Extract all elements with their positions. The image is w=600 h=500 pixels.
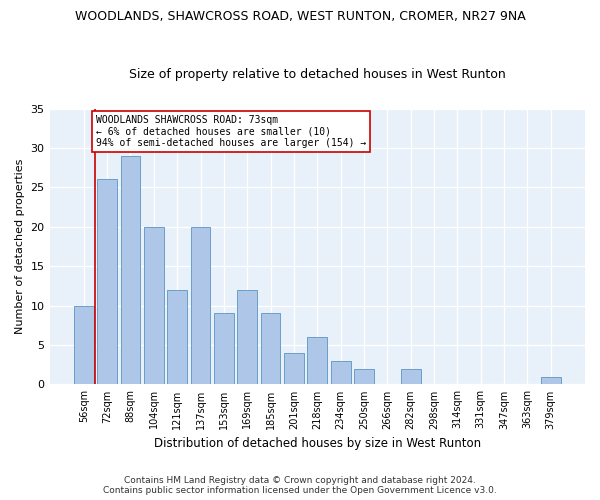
- Bar: [214, 314, 234, 384]
- Bar: [331, 361, 350, 384]
- Bar: [284, 353, 304, 384]
- X-axis label: Distribution of detached houses by size in West Runton: Distribution of detached houses by size …: [154, 437, 481, 450]
- Bar: [401, 368, 421, 384]
- Bar: [238, 290, 257, 384]
- Text: WOODLANDS SHAWCROSS ROAD: 73sqm
← 6% of detached houses are smaller (10)
94% of : WOODLANDS SHAWCROSS ROAD: 73sqm ← 6% of …: [96, 115, 367, 148]
- Bar: [74, 306, 94, 384]
- Bar: [121, 156, 140, 384]
- Text: Contains HM Land Registry data © Crown copyright and database right 2024.
Contai: Contains HM Land Registry data © Crown c…: [103, 476, 497, 495]
- Text: WOODLANDS, SHAWCROSS ROAD, WEST RUNTON, CROMER, NR27 9NA: WOODLANDS, SHAWCROSS ROAD, WEST RUNTON, …: [74, 10, 526, 23]
- Title: Size of property relative to detached houses in West Runton: Size of property relative to detached ho…: [129, 68, 506, 81]
- Bar: [97, 180, 117, 384]
- Bar: [167, 290, 187, 384]
- Bar: [354, 368, 374, 384]
- Bar: [191, 227, 211, 384]
- Bar: [260, 314, 280, 384]
- Bar: [144, 227, 164, 384]
- Bar: [307, 337, 327, 384]
- Y-axis label: Number of detached properties: Number of detached properties: [15, 159, 25, 334]
- Bar: [541, 376, 560, 384]
